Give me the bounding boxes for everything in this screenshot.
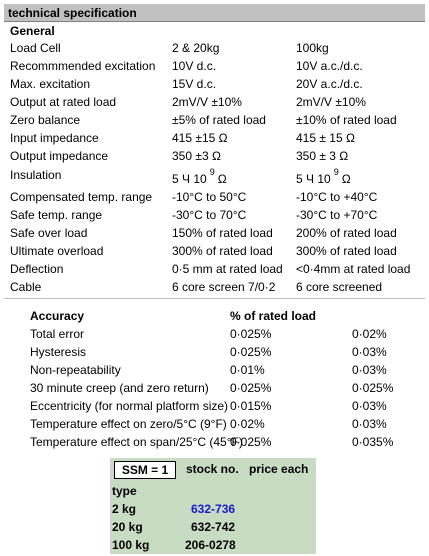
accuracy-value: 0·03% [352, 399, 387, 413]
insulation-text: 5 Ч 10 [296, 172, 331, 186]
spec-value: 350 ± 3 Ω [296, 149, 349, 163]
accuracy-value: 0·02% [230, 417, 265, 431]
order-stock-no: 632-736 [191, 502, 236, 516]
accuracy-value: 0·02% [352, 327, 387, 341]
spec-value: 300% of rated load [172, 244, 273, 258]
spec-label: Ultimate overload [10, 244, 104, 258]
order-type: 2 kg [112, 502, 137, 516]
spec-value: ±10% of rated load [296, 113, 397, 127]
spec-label: Output at rated load [10, 95, 117, 109]
spec-value: 2mV/V ±10% [172, 95, 242, 109]
spec-label: Zero balance [10, 113, 81, 127]
spec-value: 20V a.c./d.c. [296, 77, 363, 91]
accuracy-title: Accuracy [30, 309, 85, 323]
spec-label: Insulation [10, 168, 62, 182]
spec-value: -10°C to 50°C [172, 190, 247, 204]
price-header: price each [249, 462, 309, 476]
spec-label: Safe over load [10, 226, 88, 240]
spec-value: 100kg [296, 41, 329, 55]
accuracy-value: 0·025% [230, 327, 272, 341]
accuracy-value: 0·025% [230, 381, 272, 395]
spec-label: Output impedance [10, 149, 109, 163]
spec-label: Load Cell [10, 41, 61, 55]
spec-value: 10V a.c./d.c. [296, 59, 363, 73]
accuracy-value: 0·025% [352, 381, 394, 395]
spec-label: Input impedance [10, 131, 99, 145]
accuracy-label: Eccentricity (for normal platform size) [30, 399, 229, 413]
spec-value: 2 & 20kg [172, 41, 220, 55]
spec-value: ±5% of rated load [172, 113, 266, 127]
spec-value: -30°C to +70°C [296, 208, 378, 222]
spec-value: 150% of rated load [172, 226, 273, 240]
accuracy-value: 0·03% [352, 345, 387, 359]
section-divider [4, 298, 425, 299]
spec-value: <0·4mm at rated load [296, 262, 411, 276]
general-title: General [10, 24, 55, 38]
spec-value: 2mV/V ±10% [296, 95, 366, 109]
accuracy-label: Hysteresis [30, 345, 87, 359]
accuracy-label: 30 minute creep (and zero return) [30, 381, 209, 395]
insulation-unit: Ω [217, 172, 227, 186]
accuracy-label: Non-repeatability [30, 363, 121, 377]
spec-value: 415 ±15 Ω [172, 131, 228, 145]
spec-value: -10°C to +40°C [296, 190, 378, 204]
type-header: type [112, 484, 137, 498]
accuracy-column-header: % of rated load [230, 309, 317, 323]
accuracy-value: 0·01% [230, 363, 265, 377]
spec-value: 0·5 mm at rated load [172, 262, 283, 276]
order-type: 100 kg [112, 538, 150, 552]
accuracy-label: Total error [30, 327, 85, 341]
accuracy-value: 0·015% [230, 399, 272, 413]
spec-value: 200% of rated load [296, 226, 397, 240]
spec-label: Compensated temp. range [10, 190, 153, 204]
accuracy-value: 0·03% [352, 363, 387, 377]
order-stock-no: 206-0278 [185, 538, 236, 552]
spec-value: -30°C to 70°C [172, 208, 247, 222]
accuracy-value: 0·025% [230, 345, 272, 359]
spec-value: 6 core screened [296, 280, 383, 294]
accuracy-label: Temperature effect on span/25°C (45°F) [30, 435, 243, 449]
spec-value: 350 ±3 Ω [172, 149, 221, 163]
ssm-box: SSM = 1 [114, 461, 176, 479]
header-bar [4, 4, 425, 22]
spec-value: 5 Ч 10 9 Ω [296, 167, 351, 187]
insulation-sup: 9 [209, 167, 215, 177]
insulation-sup: 9 [333, 167, 339, 177]
spec-value: 15V d.c. [172, 77, 217, 91]
spec-value: 10V d.c. [172, 59, 217, 73]
accuracy-value: 0·025% [230, 435, 272, 449]
order-type: 20 kg [112, 520, 143, 534]
spec-label: Max. excitation [10, 77, 91, 91]
spec-label: Cable [10, 280, 42, 294]
spec-value: 300% of rated load [296, 244, 397, 258]
spec-label: Recommmended excitation [10, 59, 156, 73]
accuracy-value: 0·035% [352, 435, 394, 449]
insulation-unit: Ω [341, 172, 351, 186]
spec-value: 415 ± 15 Ω [296, 131, 355, 145]
insulation-text: 5 Ч 10 [172, 172, 207, 186]
accuracy-value: 0·03% [352, 417, 387, 431]
spec-value: 6 core screen 7/0·2 [172, 280, 276, 294]
spec-label: Deflection [10, 262, 64, 276]
order-stock-no: 632-742 [191, 520, 236, 534]
accuracy-label: Temperature effect on zero/5°C (9°F) [30, 417, 227, 431]
header-title: technical specification [8, 6, 137, 20]
spec-value: 5 Ч 10 9 Ω [172, 167, 227, 187]
spec-label: Safe temp. range [10, 208, 103, 222]
stock-header: stock no. [186, 462, 239, 476]
